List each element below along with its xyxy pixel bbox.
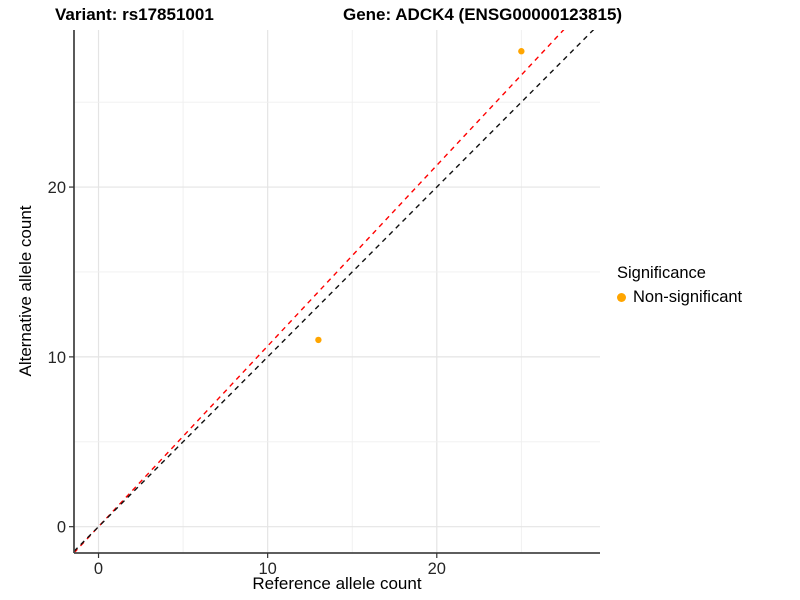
y-tick-label: 10 (48, 349, 66, 367)
plot-title-gene: Gene: ADCK4 (ENSG00000123815) (343, 5, 623, 24)
legend: Significance Non-significant (617, 264, 742, 307)
legend-point-swatch (617, 293, 626, 302)
legend-item-label: Non-significant (633, 288, 743, 306)
legend-title: Significance (617, 264, 706, 282)
y-tick-label: 0 (57, 519, 66, 537)
legend-item: Non-significant (617, 288, 742, 307)
data-point (315, 336, 322, 344)
fitted-line (74, 30, 565, 553)
x-tick-label: 10 (258, 560, 276, 578)
x-tick-label: 0 (94, 560, 103, 578)
y-axis-title: Alternative allele count (16, 205, 35, 377)
y-tick-label: 20 (48, 179, 66, 197)
x-axis-title: Reference allele count (252, 574, 422, 593)
x-tick-label: 20 (428, 560, 446, 578)
data-point (518, 48, 525, 55)
plot-title-variant: Variant: rs17851001 (55, 5, 214, 24)
identity-line (74, 30, 595, 552)
